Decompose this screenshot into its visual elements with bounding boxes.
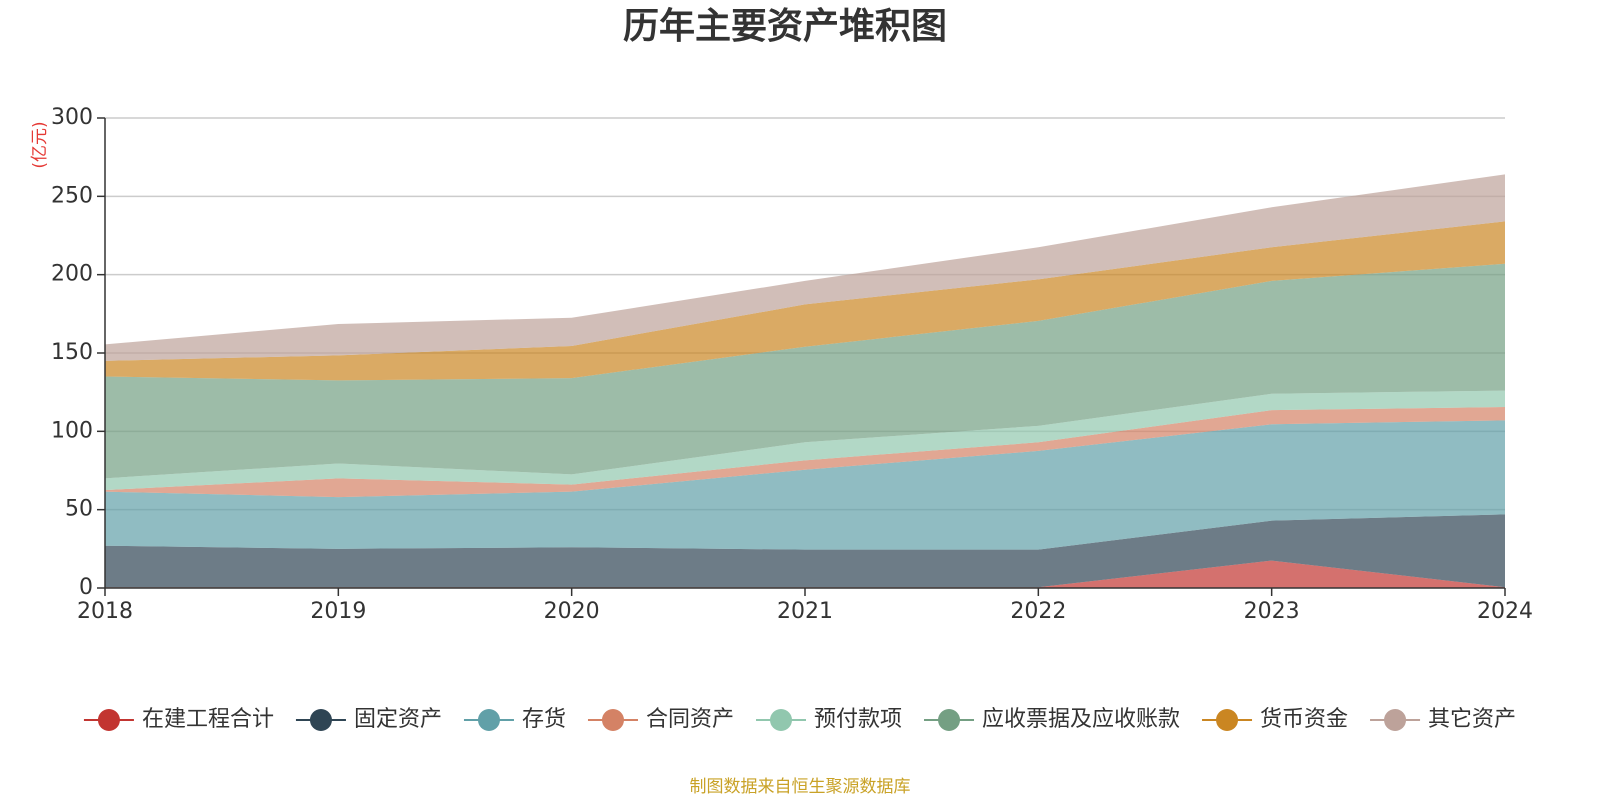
- y-tick-label-200: 200: [51, 262, 93, 287]
- x-tick-label-2021: 2021: [777, 599, 833, 624]
- x-tick-label-2023: 2023: [1244, 599, 1300, 624]
- legend-item-0[interactable]: 在建工程合计: [83, 707, 274, 732]
- legend-item-4[interactable]: 预付款项: [756, 707, 902, 732]
- legend-item-1[interactable]: 固定资产: [295, 707, 442, 732]
- area-series-7[interactable]: [105, 174, 1505, 361]
- legend-label: 其它资产: [1428, 707, 1516, 732]
- legend-label: 预付款项: [814, 707, 902, 732]
- legend-circle-symbol: [309, 709, 332, 731]
- area-layer: [105, 174, 1505, 588]
- legend-circle-symbol: [1216, 709, 1239, 731]
- legend: 在建工程合计 固定资产 存货 合同资产 预付款项 应收票据及应收账款 货币资金 其它资产: [83, 707, 1516, 732]
- legend-circle-symbol: [97, 709, 120, 731]
- y-axis-unit-label: (亿元): [30, 121, 50, 168]
- area-series-4[interactable]: [105, 390, 1505, 491]
- chart-title: 历年主要资产堆积图: [623, 6, 947, 47]
- legend-label: 应收票据及应收账款: [982, 707, 1180, 732]
- legend-label: 在建工程合计: [142, 707, 274, 732]
- x-tick-label-2020: 2020: [544, 599, 600, 624]
- legend-item-5[interactable]: 应收票据及应收账款: [924, 707, 1180, 732]
- legend-circle-symbol: [1384, 709, 1407, 731]
- area-series-2[interactable]: [105, 420, 1505, 550]
- area-series-1[interactable]: [105, 514, 1505, 588]
- x-tick-label-2018: 2018: [77, 599, 133, 624]
- x-tick-label-2022: 2022: [1010, 599, 1066, 624]
- x-tick-label-2024: 2024: [1477, 599, 1533, 624]
- legend-circle-symbol: [601, 709, 624, 731]
- legend-item-7[interactable]: 其它资产: [1370, 707, 1516, 732]
- axis-layer: 0 50 100 150 200 250 300 2018 2019 2020 2021 2022 20…: [51, 105, 1533, 624]
- y-tick-label-50: 50: [65, 497, 93, 522]
- y-tick-label-150: 150: [51, 340, 93, 365]
- legend-label: 货币资金: [1260, 707, 1348, 732]
- y-tick-label-0: 0: [79, 575, 93, 600]
- legend-circle-symbol: [770, 709, 792, 731]
- area-series-3[interactable]: [105, 407, 1505, 498]
- y-tick-label-250: 250: [51, 183, 93, 208]
- x-tick-label-2019: 2019: [310, 599, 366, 624]
- data-source-note: 制图数据来自恒生聚源数据库: [690, 777, 911, 797]
- legend-item-2[interactable]: 存货: [463, 707, 566, 732]
- legend-label: 固定资产: [354, 707, 442, 732]
- y-tick-label-300: 300: [51, 105, 93, 130]
- legend-label: 合同资产: [646, 707, 734, 732]
- legend-circle-symbol: [477, 709, 500, 731]
- legend-circle-symbol: [938, 709, 961, 731]
- area-series-0[interactable]: [105, 560, 1505, 588]
- legend-item-6[interactable]: 货币资金: [1202, 707, 1348, 732]
- y-tick-label-100: 100: [51, 418, 93, 443]
- legend-item-3[interactable]: 合同资产: [587, 707, 734, 732]
- area-series-5[interactable]: [105, 263, 1505, 479]
- area-series-6[interactable]: [105, 221, 1505, 381]
- legend-label: 存货: [522, 707, 566, 732]
